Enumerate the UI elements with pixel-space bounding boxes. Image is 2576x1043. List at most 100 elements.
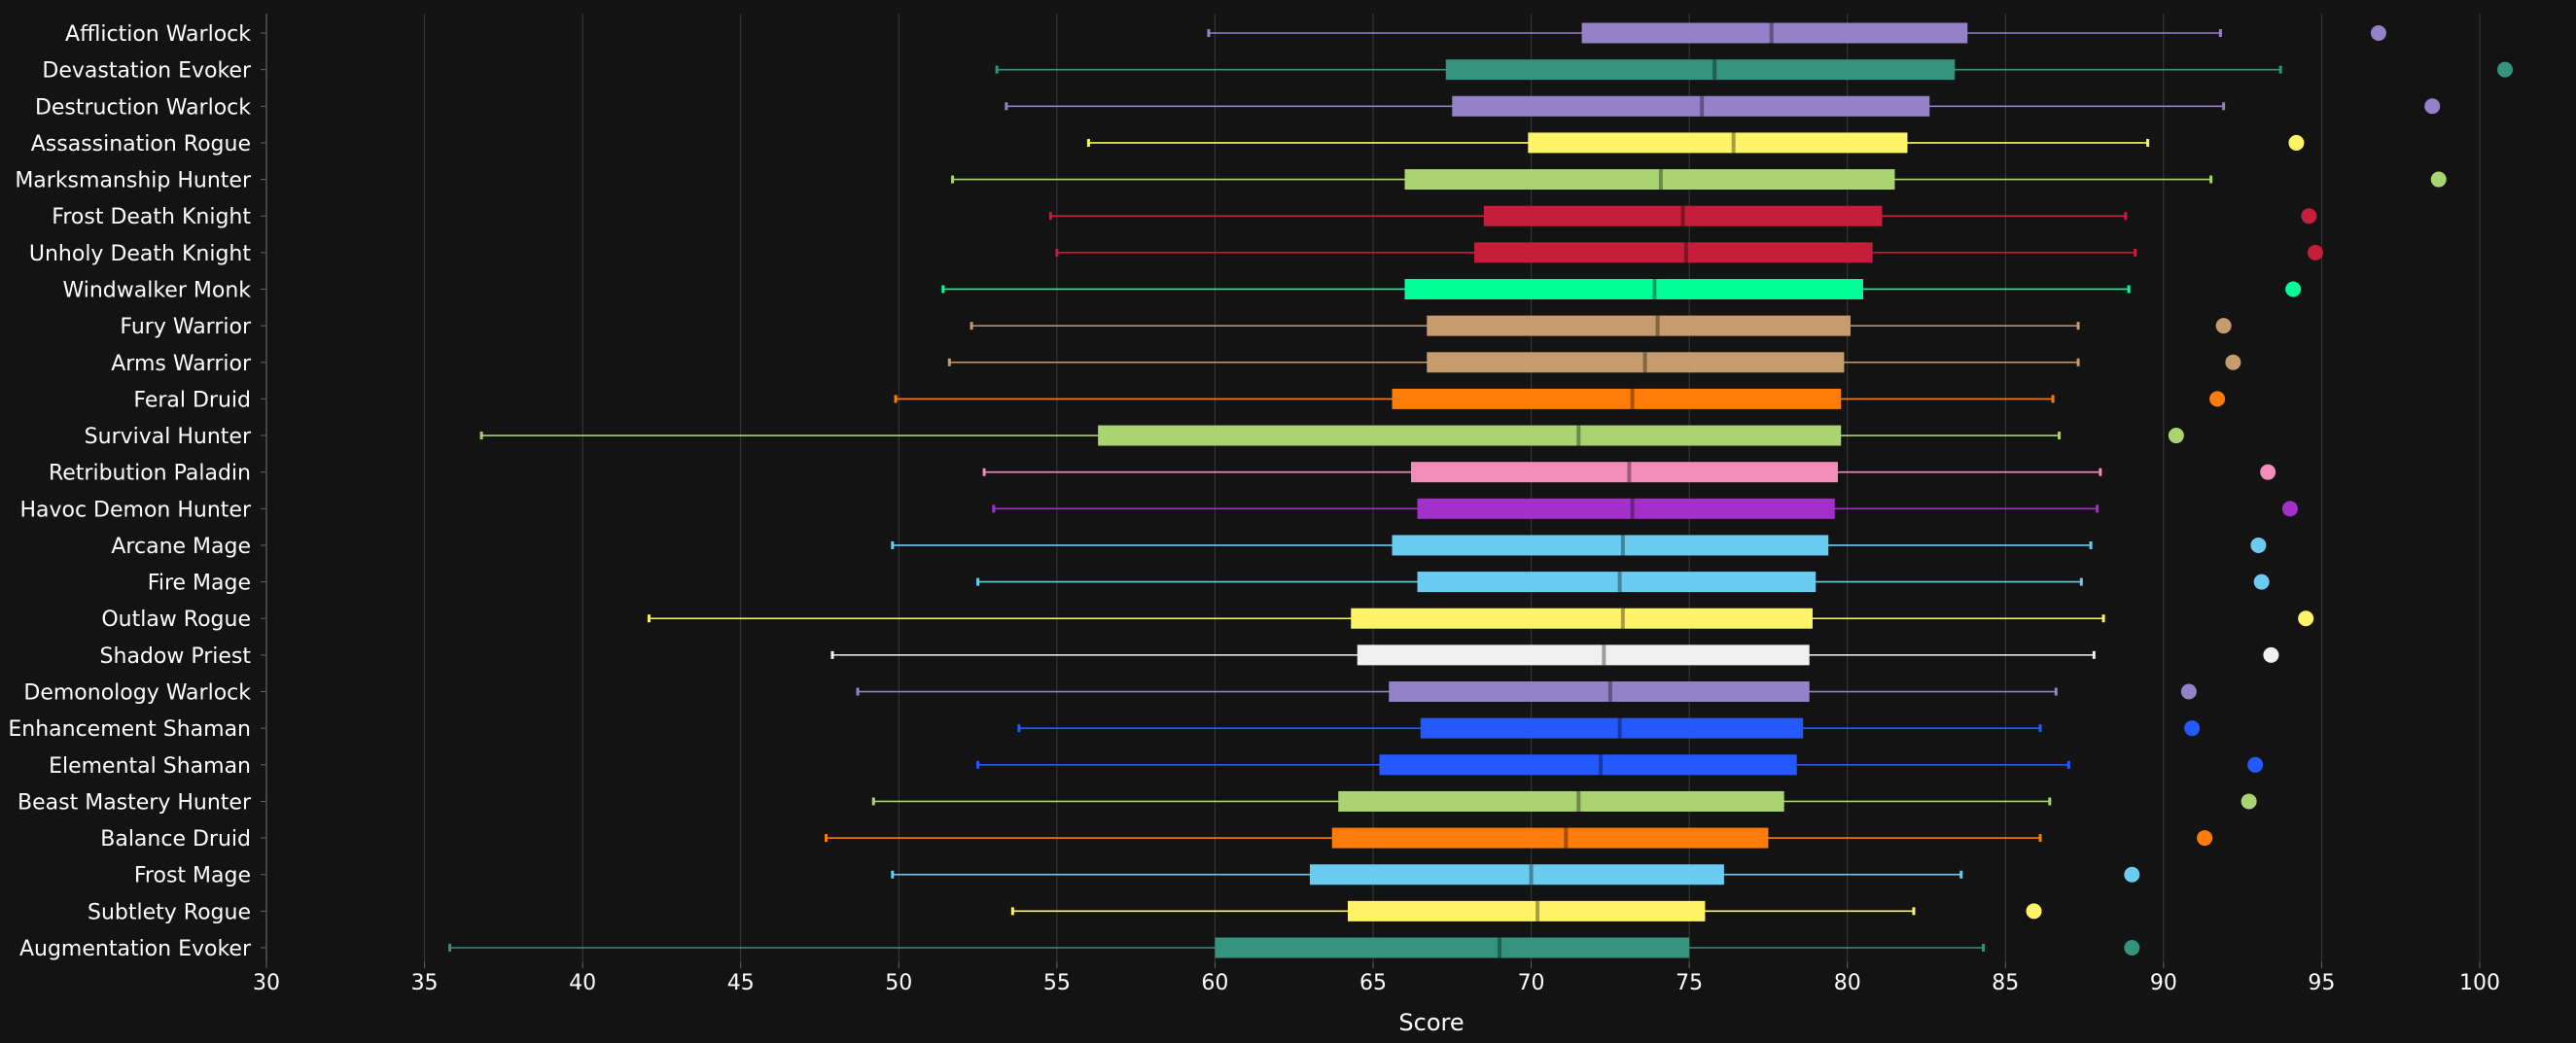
iqr-box bbox=[1309, 864, 1724, 886]
iqr-box bbox=[1098, 425, 1842, 446]
category-label: Subtlety Rogue bbox=[88, 900, 251, 924]
category-label: Survival Hunter bbox=[85, 425, 252, 449]
iqr-box bbox=[1392, 535, 1829, 556]
category-label: Feral Druid bbox=[133, 388, 251, 412]
iqr-box bbox=[1389, 681, 1810, 703]
outlier-point bbox=[2301, 208, 2317, 225]
x-axis-title: Score bbox=[1398, 1009, 1464, 1036]
outlier-point bbox=[2288, 134, 2305, 151]
x-tick-label: 60 bbox=[1201, 971, 1228, 995]
x-tick-label: 45 bbox=[727, 971, 755, 995]
outlier-point bbox=[2209, 391, 2226, 407]
outlier-point bbox=[2215, 318, 2232, 334]
outlier-point bbox=[2197, 830, 2213, 847]
outlier-point bbox=[2168, 428, 2184, 444]
iqr-box bbox=[1427, 352, 1845, 373]
category-label: Elemental Shaman bbox=[49, 754, 251, 779]
category-label: Shadow Priest bbox=[100, 644, 252, 669]
iqr-box bbox=[1445, 59, 1956, 81]
outlier-point bbox=[2247, 756, 2264, 773]
x-tick-label: 50 bbox=[885, 971, 912, 995]
x-tick-label: 85 bbox=[1992, 971, 2019, 995]
category-label: Frost Death Knight bbox=[52, 205, 251, 229]
category-label: Affliction Warlock bbox=[65, 22, 251, 47]
outlier-point bbox=[2260, 464, 2276, 480]
outlier-point bbox=[2285, 281, 2302, 297]
iqr-box bbox=[1357, 644, 1810, 666]
category-label: Frost Mage bbox=[134, 864, 251, 888]
outlier-point bbox=[2253, 574, 2270, 590]
iqr-box bbox=[1404, 169, 1895, 191]
category-label: Arcane Mage bbox=[111, 535, 251, 559]
iqr-box bbox=[1411, 462, 1838, 483]
iqr-box bbox=[1379, 754, 1797, 776]
outlier-point bbox=[2124, 866, 2140, 883]
iqr-box bbox=[1417, 498, 1835, 519]
category-label: Arms Warrior bbox=[111, 352, 252, 376]
category-label: Havoc Demon Hunter bbox=[19, 498, 251, 522]
iqr-box bbox=[1392, 388, 1842, 409]
category-label: Marksmanship Hunter bbox=[15, 169, 252, 193]
box-plot-series bbox=[448, 22, 2514, 958]
x-tick-label: 65 bbox=[1359, 971, 1387, 995]
iqr-box bbox=[1581, 22, 1968, 44]
iqr-box bbox=[1474, 242, 1873, 263]
category-label: Enhancement Shaman bbox=[8, 717, 251, 742]
category-label: Fire Mage bbox=[148, 572, 251, 596]
category-label: Beast Mastery Hunter bbox=[18, 790, 252, 815]
iqr-box bbox=[1215, 937, 1690, 958]
iqr-box bbox=[1417, 572, 1817, 593]
category-label: Destruction Warlock bbox=[35, 95, 251, 120]
iqr-box bbox=[1528, 132, 1908, 154]
x-tick-label: 90 bbox=[2150, 971, 2177, 995]
category-label: Unholy Death Knight bbox=[29, 242, 251, 266]
outlier-point bbox=[2180, 683, 2197, 700]
outlier-point bbox=[2370, 25, 2386, 41]
category-label: Outlaw Rogue bbox=[101, 608, 251, 632]
iqr-box bbox=[1420, 717, 1804, 739]
outlier-point bbox=[2298, 610, 2314, 627]
outlier-point bbox=[2250, 537, 2267, 553]
x-tick-label: 95 bbox=[2308, 971, 2335, 995]
category-label: Balance Druid bbox=[100, 827, 251, 852]
outlier-point bbox=[2424, 98, 2441, 115]
outlier-point bbox=[2497, 61, 2514, 78]
category-label: Assassination Rogue bbox=[31, 132, 251, 156]
outlier-point bbox=[2241, 793, 2257, 810]
x-axis-ticks: 30 35 40 45 50 55 60 65 70 75 80 85 90 95 100 bbox=[253, 962, 2500, 995]
category-label: Demonology Warlock bbox=[23, 681, 251, 706]
x-tick-label: 40 bbox=[569, 971, 596, 995]
iqr-box bbox=[1427, 315, 1851, 336]
outlier-point bbox=[2307, 244, 2323, 261]
gridlines bbox=[265, 14, 2481, 962]
iqr-box bbox=[1452, 95, 1930, 117]
outlier-point bbox=[2430, 171, 2447, 188]
outlier-point bbox=[2124, 940, 2140, 956]
outlier-point bbox=[2263, 646, 2279, 663]
iqr-box bbox=[1351, 608, 1813, 629]
iqr-box bbox=[1404, 278, 1863, 299]
x-tick-label: 30 bbox=[253, 971, 280, 995]
iqr-box bbox=[1338, 790, 1784, 812]
iqr-box bbox=[1331, 827, 1769, 849]
iqr-box bbox=[1483, 205, 1883, 226]
category-labels: Affliction Warlock Devastation Evoker Dest… bbox=[8, 22, 266, 961]
x-tick-label: 55 bbox=[1043, 971, 1071, 995]
x-tick-label: 70 bbox=[1518, 971, 1545, 995]
category-label: Windwalker Monk bbox=[62, 278, 251, 302]
category-label: Augmentation Evoker bbox=[19, 937, 252, 961]
category-label: Retribution Paladin bbox=[49, 462, 251, 486]
outlier-point bbox=[2026, 903, 2042, 920]
outlier-point bbox=[2225, 354, 2241, 370]
iqr-box bbox=[1347, 900, 1706, 921]
x-tick-label: 35 bbox=[411, 971, 439, 995]
outlier-point bbox=[2281, 501, 2298, 517]
category-label: Devastation Evoker bbox=[42, 59, 252, 84]
x-tick-label: 100 bbox=[2459, 971, 2500, 995]
outlier-point bbox=[2184, 720, 2201, 737]
category-label: Fury Warrior bbox=[120, 315, 252, 339]
x-tick-label: 75 bbox=[1676, 971, 1703, 995]
x-tick-label: 80 bbox=[1834, 971, 1861, 995]
